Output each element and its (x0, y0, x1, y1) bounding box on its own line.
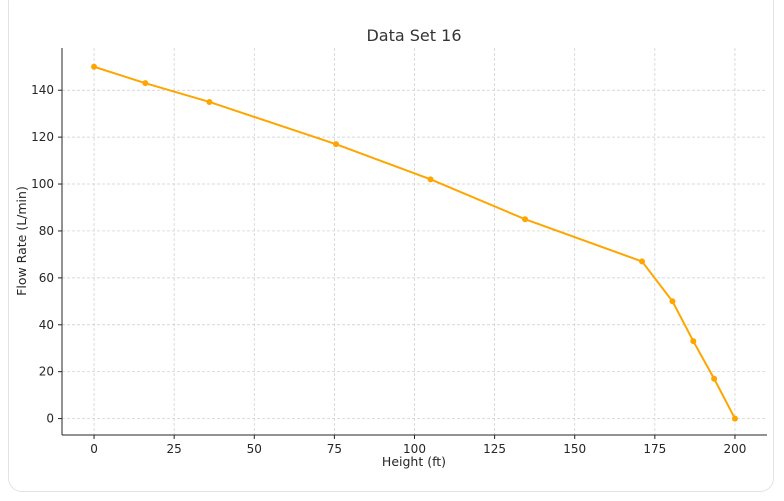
data-point (522, 216, 529, 223)
data-point (332, 141, 339, 148)
chart-card (8, 0, 774, 492)
data-point (142, 80, 149, 87)
data-point (711, 375, 718, 382)
y-tick-label: 20 (39, 365, 54, 379)
data-point (427, 176, 434, 183)
y-axis-label: Flow Rate (L/min) (14, 186, 29, 296)
chart-title: Data Set 16 (366, 26, 461, 45)
series (91, 63, 738, 422)
tick-labels: 0 25 50 75 100 125 150 175 200 0 20 40 60 80 100 120 140 (31, 83, 746, 456)
data-point (669, 298, 676, 305)
x-tick-label: 75 (327, 442, 342, 456)
x-tick-label: 50 (247, 442, 262, 456)
x-tick-label: 100 (403, 442, 426, 456)
axes (58, 48, 767, 439)
data-point (731, 415, 738, 422)
data-point (206, 98, 213, 105)
x-tick-label: 150 (563, 442, 586, 456)
x-tick-label: 175 (643, 442, 666, 456)
x-tick-label: 0 (90, 442, 98, 456)
x-tick-label: 25 (167, 442, 182, 456)
data-point (91, 63, 98, 70)
y-tick-label: 120 (31, 130, 54, 144)
x-tick-label: 200 (724, 442, 747, 456)
data-point (690, 338, 697, 345)
y-tick-label: 140 (31, 83, 54, 97)
y-tick-label: 100 (31, 177, 54, 191)
y-tick-label: 0 (46, 412, 54, 426)
x-tick-label: 125 (483, 442, 506, 456)
y-tick-label: 60 (39, 271, 54, 285)
y-tick-label: 40 (39, 318, 54, 332)
y-tick-label: 80 (39, 224, 54, 238)
x-axis-label: Height (ft) (382, 454, 446, 469)
grid (62, 48, 767, 435)
data-point (639, 258, 646, 265)
